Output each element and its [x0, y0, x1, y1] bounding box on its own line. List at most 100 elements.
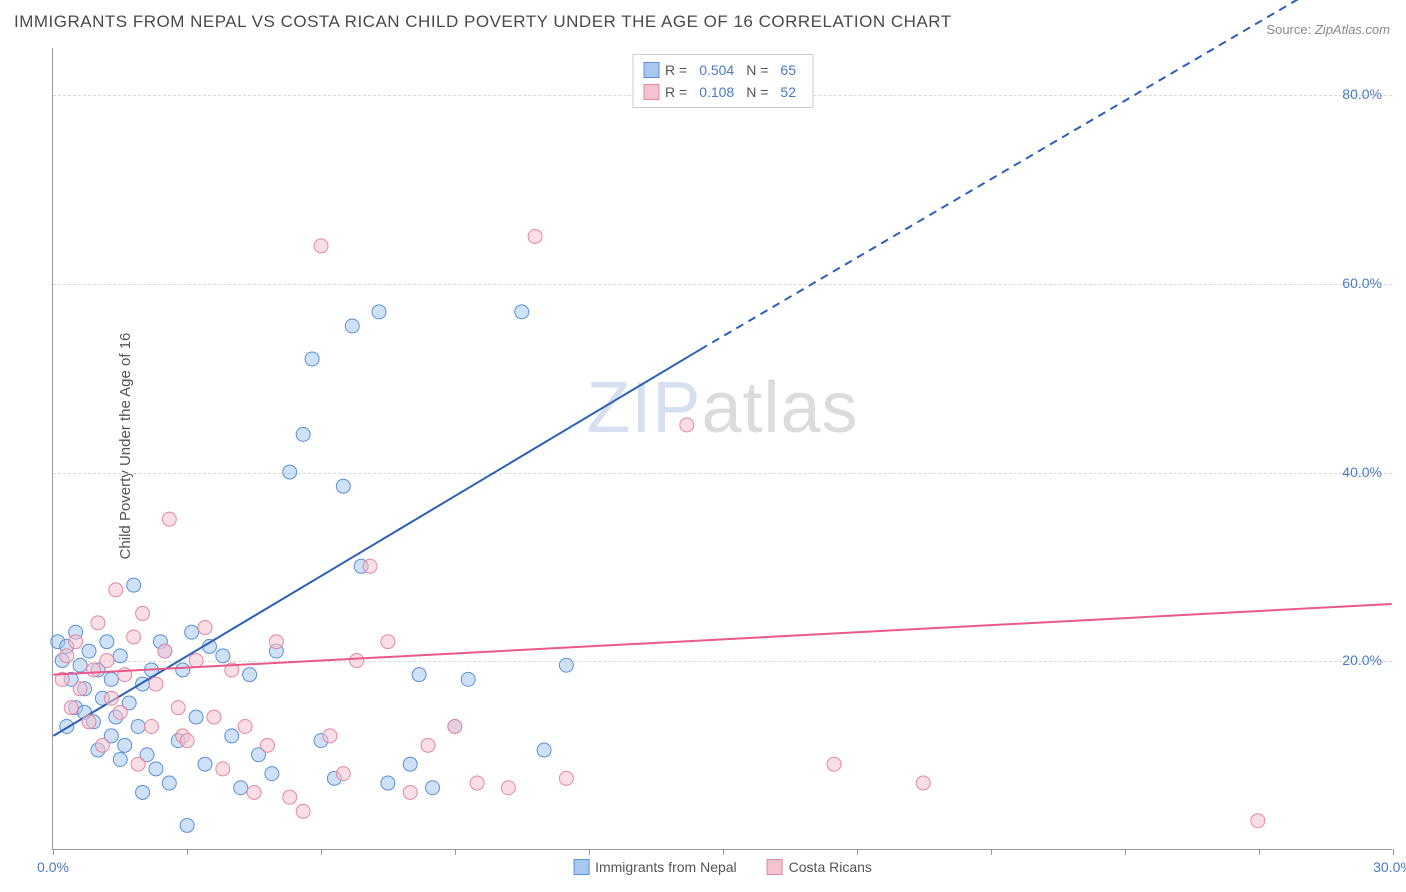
data-point — [104, 691, 118, 705]
data-point — [448, 720, 462, 734]
data-point — [412, 668, 426, 682]
data-point — [234, 781, 248, 795]
data-point — [260, 738, 274, 752]
data-point — [528, 229, 542, 243]
data-point — [131, 757, 145, 771]
legend-swatch — [643, 84, 659, 100]
data-point — [82, 644, 96, 658]
data-point — [461, 672, 475, 686]
trend-line-dashed — [700, 0, 1391, 350]
data-point — [403, 757, 417, 771]
trend-line — [53, 604, 1391, 675]
series-legend-label: Costa Ricans — [789, 859, 872, 875]
plot-svg — [53, 48, 1392, 849]
correlation-legend: R = 0.504 N = 65 R = 0.108 N = 52 — [632, 54, 813, 108]
legend-row: R = 0.504 N = 65 — [643, 59, 802, 81]
data-point — [189, 710, 203, 724]
data-point — [162, 512, 176, 526]
data-point — [198, 757, 212, 771]
x-tick-label: 30.0% — [1373, 859, 1406, 875]
data-point — [86, 663, 100, 677]
data-point — [296, 804, 310, 818]
chart-title: IMMIGRANTS FROM NEPAL VS COSTA RICAN CHI… — [14, 12, 952, 32]
data-point — [82, 715, 96, 729]
source-value: ZipAtlas.com — [1315, 22, 1390, 37]
legend-r-label: R = — [665, 81, 687, 103]
data-point — [283, 790, 297, 804]
data-point — [372, 305, 386, 319]
data-point — [363, 559, 377, 573]
source-label: Source: — [1266, 22, 1311, 37]
data-point — [131, 720, 145, 734]
x-tick — [1259, 849, 1260, 855]
data-point — [91, 616, 105, 630]
data-point — [113, 705, 127, 719]
data-point — [350, 654, 364, 668]
data-point — [109, 583, 123, 597]
data-point — [470, 776, 484, 790]
data-point — [104, 672, 118, 686]
data-point — [559, 771, 573, 785]
data-point — [559, 658, 573, 672]
x-tick-label: 0.0% — [37, 859, 69, 875]
data-point — [381, 635, 395, 649]
data-point — [73, 682, 87, 696]
data-point — [207, 710, 221, 724]
data-point — [225, 729, 239, 743]
data-point — [827, 757, 841, 771]
series-legend-label: Immigrants from Nepal — [595, 859, 737, 875]
legend-swatch — [573, 859, 589, 875]
data-point — [60, 649, 74, 663]
data-point — [421, 738, 435, 752]
data-point — [216, 649, 230, 663]
data-point — [305, 352, 319, 366]
data-point — [216, 762, 230, 776]
data-point — [296, 427, 310, 441]
legend-swatch — [767, 859, 783, 875]
data-point — [243, 668, 257, 682]
data-point — [336, 767, 350, 781]
x-tick — [53, 849, 54, 855]
trend-line — [53, 350, 700, 736]
data-point — [100, 654, 114, 668]
data-point — [515, 305, 529, 319]
chart-container: IMMIGRANTS FROM NEPAL VS COSTA RICAN CHI… — [0, 0, 1406, 892]
x-tick — [321, 849, 322, 855]
data-point — [265, 767, 279, 781]
data-point — [64, 701, 78, 715]
data-point — [158, 644, 172, 658]
data-point — [314, 239, 328, 253]
data-point — [501, 781, 515, 795]
data-point — [185, 625, 199, 639]
data-point — [113, 752, 127, 766]
series-legend-item: Immigrants from Nepal — [573, 859, 737, 875]
data-point — [176, 663, 190, 677]
data-point — [345, 319, 359, 333]
data-point — [149, 677, 163, 691]
plot-area: ZIPatlas 0.0%30.0% 20.0%40.0%60.0%80.0% … — [52, 48, 1392, 850]
data-point — [136, 785, 150, 799]
data-point — [426, 781, 440, 795]
data-point — [189, 654, 203, 668]
data-point — [171, 701, 185, 715]
data-point — [180, 818, 194, 832]
legend-r-value: 0.108 — [699, 81, 734, 103]
data-point — [403, 785, 417, 799]
data-point — [100, 635, 114, 649]
data-point — [238, 720, 252, 734]
data-point — [127, 630, 141, 644]
series-legend: Immigrants from Nepal Costa Ricans — [573, 859, 872, 875]
legend-n-label: N = — [746, 81, 768, 103]
legend-r-value: 0.504 — [699, 59, 734, 81]
series-legend-item: Costa Ricans — [767, 859, 872, 875]
legend-n-value: 65 — [780, 59, 796, 81]
data-point — [149, 762, 163, 776]
data-point — [1251, 814, 1265, 828]
legend-n-label: N = — [746, 59, 768, 81]
x-tick — [1393, 849, 1394, 855]
legend-row: R = 0.108 N = 52 — [643, 81, 802, 103]
data-point — [180, 734, 194, 748]
x-tick — [187, 849, 188, 855]
data-point — [537, 743, 551, 757]
x-tick — [455, 849, 456, 855]
